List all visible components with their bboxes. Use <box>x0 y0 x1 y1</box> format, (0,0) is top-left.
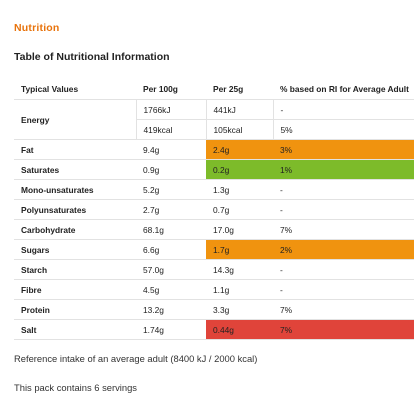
cell: 0.2g <box>206 159 273 180</box>
cell: 0.9g <box>136 159 206 180</box>
row-label: Saturates <box>14 159 136 180</box>
cell: 441kJ <box>205 99 273 120</box>
row-label: Polyunsaturates <box>14 199 136 220</box>
cell: 2.7g <box>136 199 206 220</box>
note: This pack contains 6 servings <box>14 382 137 393</box>
row-label: Fibre <box>14 279 136 300</box>
nutrition-table: Typical Values Per 100g Per 25g % based … <box>14 78 414 340</box>
cell: 1.74g <box>136 319 206 340</box>
energy-row: 419kcal 105kcal 5% <box>14 119 414 140</box>
row: Sugars 6.6g 1.7g 2% <box>14 239 414 260</box>
cell: 7% <box>273 219 414 240</box>
cell: 7% <box>273 299 414 320</box>
cell: 57.0g <box>136 259 206 280</box>
cell: 7% <box>273 319 414 340</box>
row-label: Starch <box>14 259 136 280</box>
cell: 68.1g <box>136 219 206 240</box>
energy-row: Energy 1766kJ 441kJ - <box>14 99 414 140</box>
header-cell: % based on RI for Average Adult <box>273 78 414 100</box>
cell: 2.4g <box>206 139 273 160</box>
cell: 5.2g <box>136 179 206 200</box>
cell: 419kcal <box>135 119 206 140</box>
cell: - <box>272 99 414 120</box>
cell: 2% <box>273 239 414 260</box>
note: Reference intake of an average adult (84… <box>14 353 258 364</box>
row-label: Energy <box>14 99 136 140</box>
row: Saturates 0.9g 0.2g 1% <box>14 159 414 180</box>
cell: 3% <box>273 139 414 160</box>
row-label: Carbohydrate <box>14 219 136 240</box>
cell: 9.4g <box>136 139 206 160</box>
cell: 13.2g <box>136 299 206 320</box>
row-label: Fat <box>14 139 136 160</box>
cell: 4.5g <box>136 279 206 300</box>
cell: - <box>273 179 414 200</box>
subtitle: Table of Nutritional Information <box>14 51 170 63</box>
cell: 17.0g <box>206 219 273 240</box>
row-label: Salt <box>14 319 136 340</box>
cell: 1.7g <box>206 239 273 260</box>
cell: 1.1g <box>206 279 273 300</box>
row: Carbohydrate 68.1g 17.0g 7% <box>14 219 414 240</box>
cell: - <box>273 199 414 220</box>
cell: - <box>273 279 414 300</box>
header-cell: Typical Values <box>14 78 136 100</box>
cell: 0.7g <box>206 199 273 220</box>
row: Protein 13.2g 3.3g 7% <box>14 299 414 320</box>
cell: 0.44g <box>206 319 273 340</box>
row-label: Mono-unsaturates <box>14 179 136 200</box>
row: Fibre 4.5g 1.1g - <box>14 279 414 300</box>
row-label: Sugars <box>14 239 136 260</box>
heading: Nutrition <box>14 22 60 34</box>
cell: 1.3g <box>206 179 273 200</box>
row: Starch 57.0g 14.3g - <box>14 259 414 280</box>
header-cell: Per 100g <box>136 78 206 100</box>
cell: 3.3g <box>206 299 273 320</box>
row: Polyunsaturates 2.7g 0.7g - <box>14 199 414 220</box>
row: Salt 1.74g 0.44g 7% <box>14 319 414 340</box>
row: Fat 9.4g 2.4g 3% <box>14 139 414 160</box>
cell: 6.6g <box>136 239 206 260</box>
cell: 14.3g <box>206 259 273 280</box>
cell: 1766kJ <box>135 99 206 120</box>
cell: 5% <box>272 119 414 140</box>
cell: 105kcal <box>205 119 273 140</box>
cell: 1% <box>273 159 414 180</box>
cell: - <box>273 259 414 280</box>
row-label: Protein <box>14 299 136 320</box>
header-cell: Per 25g <box>206 78 273 100</box>
row: Mono-unsaturates 5.2g 1.3g - <box>14 179 414 200</box>
header-row: Typical Values Per 100g Per 25g % based … <box>14 78 414 100</box>
